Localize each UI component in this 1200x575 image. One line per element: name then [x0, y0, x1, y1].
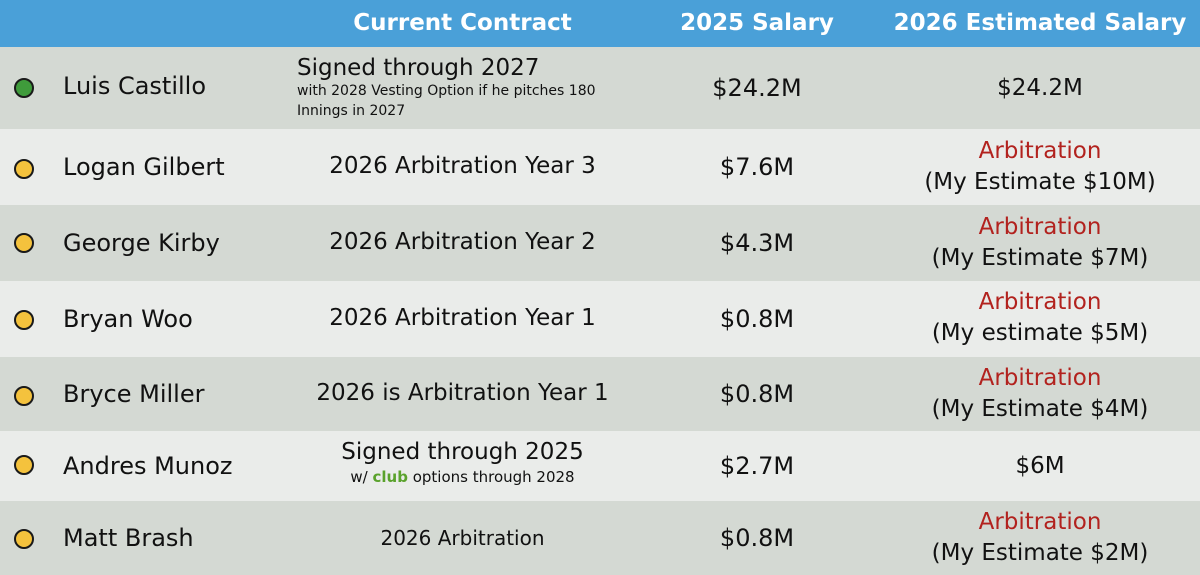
contract-cell: Signed through 2025 w/ club options thro… [290, 439, 635, 489]
contract-main: 2026 is Arbitration Year 1 [316, 380, 609, 406]
arbitration-label: Arbitration [978, 509, 1102, 535]
table-row: Matt Brash 2026 Arbitration $0.8M Arbitr… [0, 501, 1200, 575]
contract-note-prefix: w/ [350, 468, 373, 486]
player-name: Logan Gilbert [63, 153, 225, 181]
status-dot-icon [14, 310, 34, 330]
salary-estimate: (My Estimate $10M) [924, 169, 1156, 195]
salary-2026: $6M [1015, 453, 1065, 479]
status-dot-icon [14, 159, 34, 179]
table-row: George Kirby 2026 Arbitration Year 2 $4.… [0, 205, 1200, 281]
table-row: Logan Gilbert 2026 Arbitration Year 3 $7… [0, 129, 1200, 205]
contract-note: w/ club options through 2028 [290, 465, 635, 489]
contract-main: 2026 Arbitration Year 3 [329, 153, 596, 179]
table-row: Andres Munoz Signed through 2025 w/ club… [0, 431, 1200, 501]
status-dot-icon [14, 78, 34, 98]
contract-cell: 2026 is Arbitration Year 1 [290, 380, 635, 406]
salary-estimate: (My Estimate $7M) [931, 245, 1149, 271]
table-row: Bryan Woo 2026 Arbitration Year 1 $0.8M … [0, 281, 1200, 357]
contract-main: 2026 Arbitration [380, 526, 545, 550]
salary-estimate: (My Estimate $4M) [931, 396, 1149, 422]
player-name: Luis Castillo [63, 72, 207, 100]
salary-estimate: (My Estimate $2M) [931, 540, 1149, 566]
contract-note: with 2028 Vesting Option if he pitches 1… [297, 83, 596, 99]
status-dot-icon [14, 529, 34, 549]
player-name: Matt Brash [63, 524, 194, 552]
salary-2025: $0.8M [719, 524, 795, 552]
table-header: Current Contract 2025 Salary 2026 Estima… [0, 0, 1200, 47]
contract-main: Signed through 2025 [341, 439, 584, 465]
player-name: Andres Munoz [63, 452, 233, 480]
salary-2026: Arbitration (My Estimate $4M) [885, 363, 1195, 425]
status-dot-icon [14, 455, 34, 475]
player-name: Bryce Miller [63, 380, 205, 408]
contract-cell: 2026 Arbitration Year 2 [290, 229, 635, 255]
contract-cell: Signed through 2027 with 2028 Vesting Op… [297, 55, 642, 121]
salary-2025: $0.8M [719, 305, 795, 333]
salary-2025: $4.3M [719, 229, 795, 257]
status-dot-icon [14, 233, 34, 253]
header-2025-salary: 2025 Salary [680, 10, 834, 36]
status-dot-icon [14, 386, 34, 406]
salary-2026: Arbitration (My Estimate $10M) [885, 136, 1195, 198]
salary-2025: $24.2M [712, 74, 802, 102]
table-row: Bryce Miller 2026 is Arbitration Year 1 … [0, 357, 1200, 431]
player-name: Bryan Woo [63, 305, 193, 333]
table-row: Luis Castillo Signed through 2027 with 2… [0, 47, 1200, 129]
contract-cell: 2026 Arbitration [290, 526, 635, 550]
salary-estimate: (My estimate $5M) [931, 320, 1149, 346]
salary-2026: $24.2M [997, 75, 1083, 101]
arbitration-label: Arbitration [978, 289, 1102, 315]
player-name: George Kirby [63, 229, 220, 257]
salary-2026: Arbitration (My estimate $5M) [885, 287, 1195, 349]
contract-note-suffix: options through 2028 [407, 468, 575, 486]
salary-2025: $2.7M [719, 452, 795, 480]
header-2026-estimated-salary: 2026 Estimated Salary [893, 10, 1187, 36]
arbitration-label: Arbitration [978, 138, 1102, 164]
salary-2025: $0.8M [719, 380, 795, 408]
contract-main: 2026 Arbitration Year 2 [329, 229, 596, 255]
header-current-contract: Current Contract [353, 10, 572, 36]
salary-2025: $7.6M [719, 153, 795, 181]
arbitration-label: Arbitration [978, 365, 1102, 391]
contract-cell: 2026 Arbitration Year 1 [290, 305, 635, 331]
contract-cell: 2026 Arbitration Year 3 [290, 153, 635, 179]
arbitration-label: Arbitration [978, 214, 1102, 240]
club-highlight: club [372, 468, 408, 486]
contract-note: Innings in 2027 [297, 103, 406, 119]
contract-main: 2026 Arbitration Year 1 [329, 305, 596, 331]
contract-main: Signed through 2027 [297, 55, 540, 81]
salary-2026: Arbitration (My Estimate $7M) [885, 212, 1195, 274]
salary-2026: Arbitration (My Estimate $2M) [885, 507, 1195, 569]
